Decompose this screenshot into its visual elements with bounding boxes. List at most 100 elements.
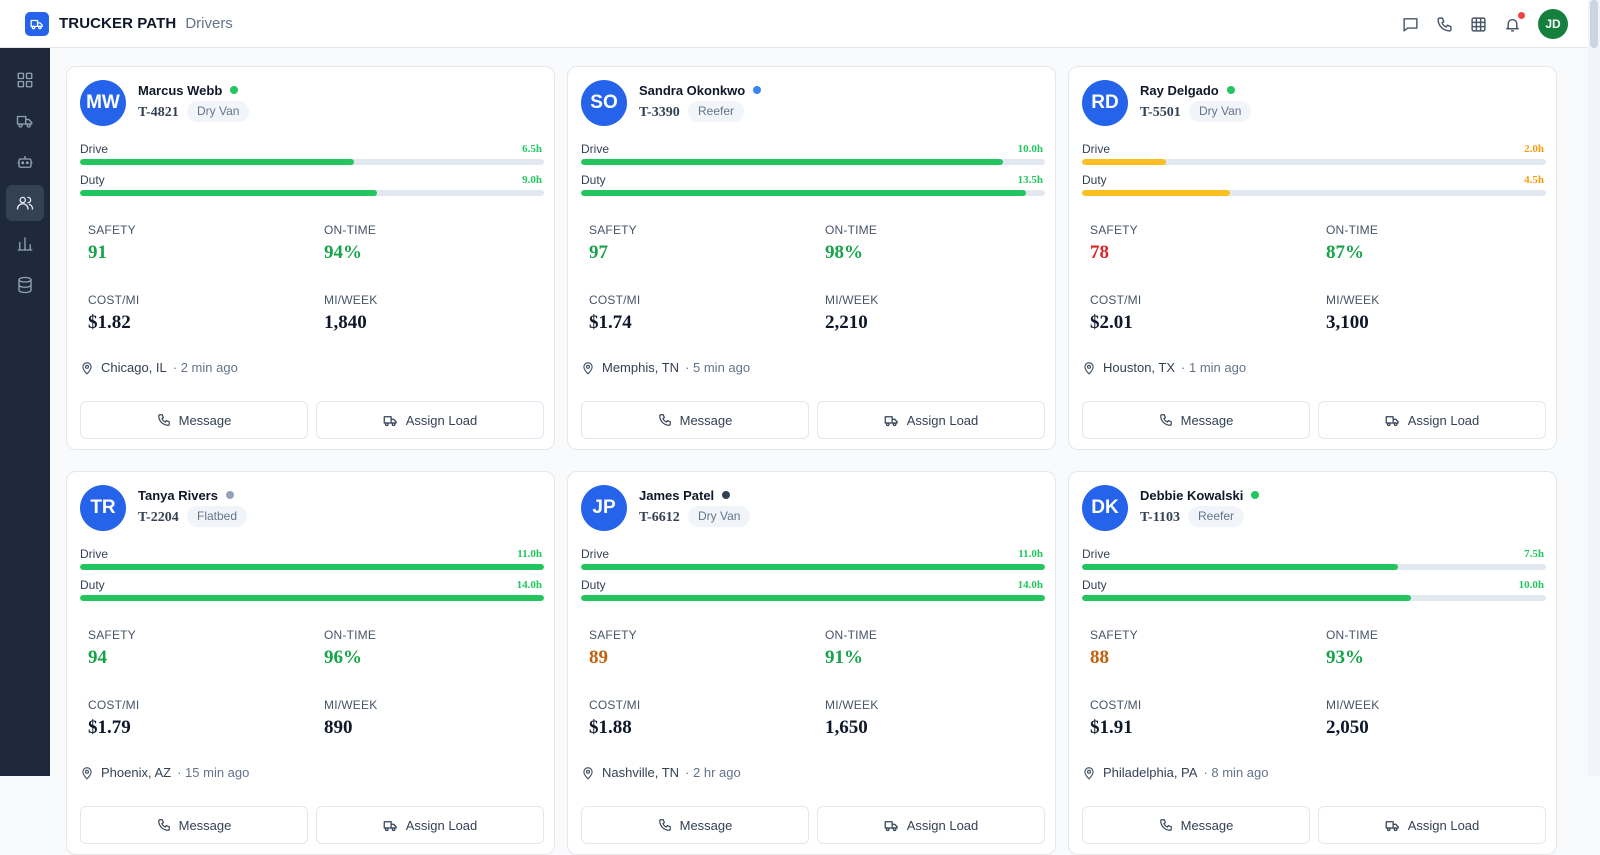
safety-label: SAFETY — [589, 628, 637, 642]
driver-avatar: RD — [1082, 80, 1128, 126]
on-time-label: ON-TIME — [825, 628, 878, 642]
assign-load-button[interactable]: Assign Load — [316, 401, 544, 439]
miles-per-week: 1,650 — [825, 717, 868, 738]
driver-avatar: TR — [80, 485, 126, 531]
miles-per-week-label: MI/WEEK — [1326, 698, 1380, 712]
chat-icon[interactable] — [1402, 16, 1419, 33]
drive-progress-bar — [581, 564, 1045, 570]
drive-hours: 11.0h — [1018, 548, 1043, 560]
drive-label: Drive — [1082, 142, 1111, 156]
drive-progress-bar — [1082, 159, 1546, 165]
trailer-type-badge: Flatbed — [187, 506, 248, 527]
phone-icon — [157, 819, 170, 831]
location-text: Phoenix, AZ — [101, 765, 172, 780]
on-time-rate: 93% — [1326, 647, 1364, 668]
duty-label: Duty — [581, 173, 606, 187]
cost-per-mile: $1.88 — [589, 717, 632, 738]
message-button[interactable]: Message — [1082, 401, 1310, 439]
nav-database[interactable] — [6, 267, 44, 303]
phone-icon — [658, 819, 671, 831]
safety-label: SAFETY — [1090, 628, 1138, 642]
truck-icon — [1385, 415, 1399, 426]
page-scrollbar[interactable] — [1588, 0, 1600, 776]
assign-load-button[interactable]: Assign Load — [316, 806, 544, 844]
drive-hours: 6.5h — [522, 143, 542, 155]
miles-per-week: 890 — [324, 717, 353, 738]
user-avatar[interactable]: JD — [1538, 9, 1568, 39]
map-pin-icon — [82, 361, 92, 375]
assign-load-button-label: Assign Load — [405, 412, 478, 428]
duty-label: Duty — [80, 173, 105, 187]
nav-analytics[interactable] — [6, 226, 44, 262]
message-button[interactable]: Message — [581, 806, 809, 844]
driver-avatar: JP — [581, 485, 627, 531]
grid-icon[interactable] — [1470, 16, 1487, 33]
on-time-rate: 87% — [1326, 242, 1364, 263]
truck-icon — [383, 820, 397, 831]
assign-load-button[interactable]: Assign Load — [1318, 401, 1546, 439]
safety-score: 88 — [1090, 647, 1109, 668]
assign-load-button[interactable]: Assign Load — [817, 401, 1045, 439]
nav-trucks[interactable] — [6, 103, 44, 139]
message-button-label: Message — [178, 412, 232, 428]
trailer-type-badge: Dry Van — [688, 506, 751, 527]
truck-logo-icon[interactable] — [25, 11, 49, 36]
driver-name[interactable]: James Patel — [639, 488, 731, 503]
nav-dashboard[interactable] — [6, 62, 44, 98]
assign-load-button[interactable]: Assign Load — [817, 806, 1045, 844]
duty-progress-fill — [581, 595, 1045, 601]
bar-chart-icon — [17, 237, 33, 251]
on-time-label: ON-TIME — [324, 223, 377, 237]
drive-hours: 2.0h — [1524, 143, 1544, 155]
duty-progress-fill — [581, 190, 1027, 196]
users-icon — [16, 196, 34, 210]
driver-card: DK Debbie Kowalski T-1103 Reefer Drive 7… — [1068, 471, 1557, 855]
nav-automation[interactable] — [6, 144, 44, 180]
trailer-type-badge: Dry Van — [1189, 101, 1252, 122]
drive-progress-fill — [80, 159, 354, 165]
driver-card: JP James Patel T-6612 Dry Van Drive 11.0… — [567, 471, 1056, 855]
driver-name[interactable]: Sandra Okonkwo — [639, 83, 762, 98]
message-button[interactable]: Message — [581, 401, 809, 439]
bell-icon[interactable] — [1504, 11, 1525, 33]
phone-icon[interactable] — [1436, 16, 1453, 33]
drive-progress-fill — [581, 564, 1045, 570]
nav-drivers[interactable] — [6, 185, 44, 221]
scrollbar-thumb[interactable] — [1590, 0, 1598, 48]
message-button[interactable]: Message — [80, 806, 308, 844]
drive-progress-bar — [80, 159, 544, 165]
drive-progress-bar — [1082, 564, 1546, 570]
location-text: Houston, TX — [1103, 360, 1176, 375]
trailer-type-badge: Reefer — [688, 101, 745, 122]
on-time-label: ON-TIME — [1326, 628, 1379, 642]
cost-per-mile-label: COST/MI — [88, 293, 140, 307]
truck-id: T-4821 — [138, 105, 179, 120]
duty-progress-bar — [80, 595, 544, 601]
drive-label: Drive — [80, 142, 109, 156]
driver-name[interactable]: Ray Delgado — [1140, 83, 1235, 98]
driver-name[interactable]: Marcus Webb — [138, 83, 239, 98]
on-time-label: ON-TIME — [1326, 223, 1379, 237]
dashboard-icon — [17, 72, 33, 88]
assign-load-button-label: Assign Load — [906, 412, 979, 428]
last-update: · 1 min ago — [1181, 360, 1247, 375]
message-button[interactable]: Message — [1082, 806, 1310, 844]
drive-hours: 10.0h — [1017, 143, 1043, 155]
assign-load-button[interactable]: Assign Load — [1318, 806, 1546, 844]
safety-score: 97 — [589, 242, 608, 263]
duty-hours: 14.0h — [1017, 579, 1043, 591]
location-row: Phoenix, AZ · 15 min ago — [80, 765, 249, 780]
status-dot — [230, 86, 239, 94]
cost-per-mile-label: COST/MI — [88, 698, 140, 712]
miles-per-week-label: MI/WEEK — [324, 293, 378, 307]
miles-per-week-label: MI/WEEK — [825, 293, 879, 307]
duty-hours: 13.5h — [1017, 174, 1043, 186]
driver-name[interactable]: Debbie Kowalski — [1140, 488, 1260, 503]
location-row: Memphis, TN · 5 min ago — [581, 360, 750, 375]
driver-name[interactable]: Tanya Rivers — [138, 488, 234, 503]
location-row: Nashville, TN · 2 hr ago — [581, 765, 741, 780]
duty-progress-bar — [1082, 190, 1546, 196]
on-time-label: ON-TIME — [324, 628, 377, 642]
drive-progress-bar — [581, 159, 1045, 165]
message-button[interactable]: Message — [80, 401, 308, 439]
